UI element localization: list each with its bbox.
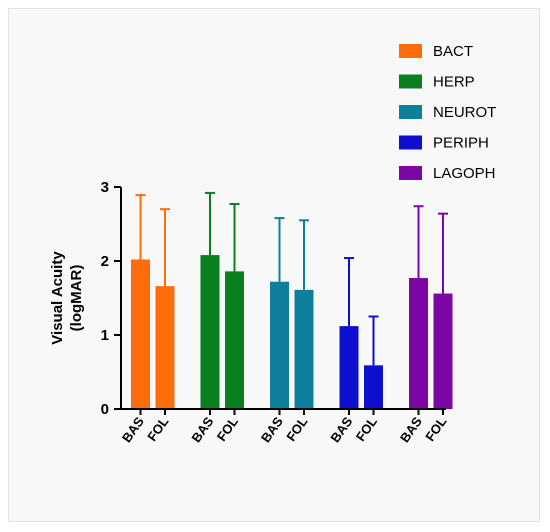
bar [364, 365, 383, 409]
x-tick-label: BAS [327, 414, 355, 445]
legend-swatch [399, 105, 422, 119]
y-axis-title: Visual Acuity [49, 251, 66, 345]
x-tick-label: FOL [353, 414, 380, 444]
x-tick-label: FOL [144, 414, 171, 444]
bar [339, 326, 359, 409]
y-tick-label: 3 [101, 179, 109, 196]
bar [225, 271, 244, 409]
x-tick-label: FOL [214, 414, 241, 444]
y-tick-label: 1 [101, 327, 109, 344]
legend-swatch [399, 135, 422, 150]
x-tick-label: BAS [119, 414, 147, 445]
bar [155, 286, 175, 409]
legend-swatch [399, 74, 422, 89]
y-tick-label: 2 [101, 253, 109, 270]
legend-label: NEUROT [433, 104, 496, 121]
x-tick-label: BAS [258, 414, 286, 445]
legend-label: PERIPH [433, 135, 489, 152]
x-tick-label: FOL [422, 414, 449, 444]
bar [433, 293, 453, 409]
figure-panel [8, 8, 540, 522]
legend-swatch [399, 44, 422, 58]
bar [131, 259, 150, 409]
legend-label: BACT [433, 43, 473, 60]
bar [270, 281, 289, 409]
x-tick-label: BAS [397, 414, 425, 445]
x-tick-label: BAS [188, 414, 216, 445]
bar [294, 289, 314, 409]
bar [200, 255, 220, 409]
x-tick-label: FOL [283, 414, 310, 444]
y-axis-title: (logMAR) [68, 265, 85, 332]
y-tick-label: 0 [101, 401, 109, 418]
bar [409, 278, 428, 409]
legend-label: LAGOPH [433, 165, 496, 182]
legend-label: HERP [433, 74, 475, 91]
legend-swatch [399, 166, 422, 180]
